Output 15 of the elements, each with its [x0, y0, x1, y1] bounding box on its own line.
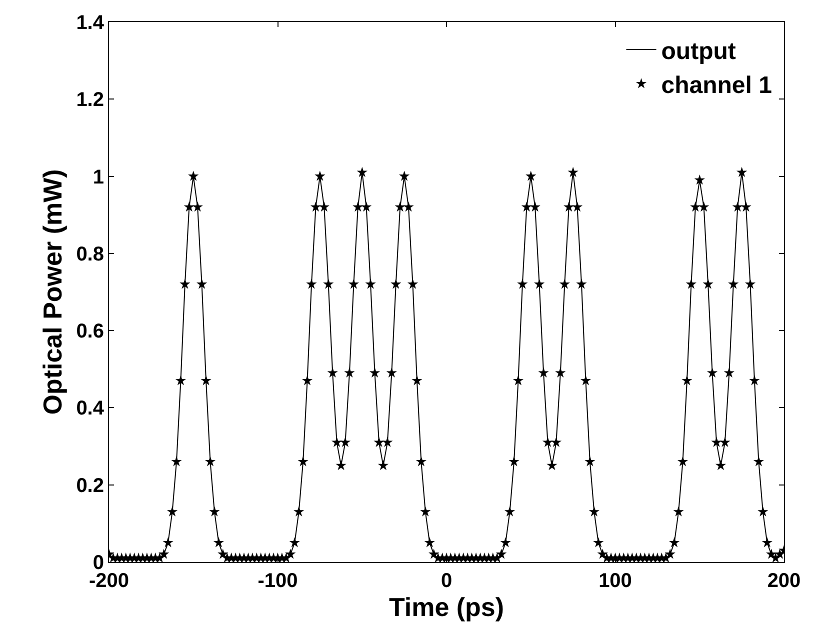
- x-tick-label: -100: [258, 570, 298, 592]
- x-axis-title: Time (ps): [388, 592, 504, 622]
- legend-label: channel 1: [661, 72, 772, 100]
- y-tick-label: 1: [92, 166, 104, 188]
- y-tick-label: 0.8: [76, 243, 104, 266]
- y-axis-title: Optical Power (mW): [38, 169, 68, 415]
- y-tick-label: 1.4: [76, 12, 105, 34]
- x-tick-label: 100: [598, 570, 632, 592]
- y-tick-label: 0.4: [76, 398, 105, 420]
- x-tick-label: 200: [767, 570, 801, 592]
- y-tick-label: 1.2: [76, 89, 104, 112]
- y-tick-label: 0.2: [76, 474, 104, 497]
- y-tick-label: 0.6: [76, 320, 104, 343]
- x-tick-label: 0: [440, 570, 452, 592]
- legend-label: output: [661, 38, 736, 65]
